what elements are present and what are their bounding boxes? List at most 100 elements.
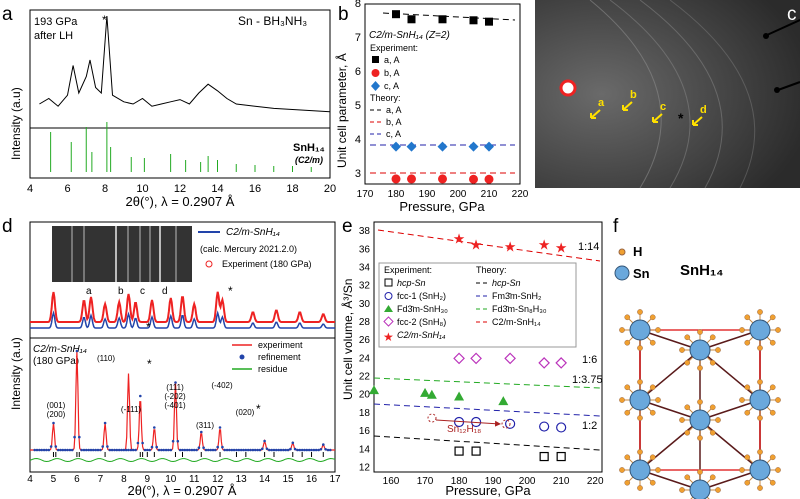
refinement-point (225, 448, 229, 452)
panel-b-legend-th-a: a, A (386, 105, 402, 115)
point-fd3m (420, 387, 431, 397)
tick-label: 220 (587, 476, 604, 487)
panel-d-lower-legend-exp: experiment (258, 340, 303, 350)
panel-d-xlabel: 2θ(°), λ = 0.2907 Å (128, 483, 237, 498)
bond (639, 399, 701, 421)
panel-d-inset-image (52, 226, 192, 282)
refinement-point (113, 448, 116, 452)
refinement-point (38, 448, 41, 452)
hkl-m402: (-402) (211, 381, 233, 390)
tick-label: 4 (355, 134, 361, 146)
h-atom (775, 327, 781, 333)
refinement-point (134, 448, 137, 452)
point-hcp-sn (539, 451, 549, 462)
bond (699, 349, 761, 401)
refinement-point (108, 448, 112, 452)
point-c (406, 141, 417, 152)
panel-e-ratios: 1:14 1:6 1:3.75 1:2 (572, 241, 603, 432)
refinement-point (319, 448, 323, 451)
point-a (392, 10, 400, 19)
h-atom (649, 409, 656, 416)
panel-d-peak-letters: a b c d (86, 286, 168, 297)
h-atom (637, 345, 643, 351)
hkl-001: (001) (47, 401, 66, 410)
sn-atom (629, 389, 651, 411)
tick-label: 190 (485, 476, 502, 487)
refinement-point (263, 439, 266, 443)
tick-label: 7 (355, 32, 361, 44)
point-snh14: ★ (538, 237, 551, 253)
refinement-point (117, 448, 121, 452)
h-atom (697, 329, 703, 335)
tick-label: 38 (359, 226, 371, 237)
panel-a-phase-sym: (C2/m) (295, 155, 323, 165)
refinement-point (258, 448, 262, 452)
tick-label: 16 (249, 183, 261, 195)
refinement-point (268, 448, 271, 452)
point-c (437, 141, 448, 152)
h-atom (769, 384, 776, 391)
hkl-020: (020) (236, 408, 255, 417)
panel-e-ratio-1-6: 1:6 (582, 354, 597, 366)
tick-label: 12 (359, 462, 371, 473)
h-atom (624, 409, 631, 416)
panel-d-xticks: 4 5 6 7 8 9 10 11 12 13 14 15 16 17 (27, 474, 341, 485)
panel-b-xlabel: Pressure, GPa (399, 199, 485, 214)
point-a (469, 16, 478, 25)
h-atom (697, 365, 703, 371)
h-atom (637, 379, 643, 385)
h-atom (619, 327, 625, 333)
panel-e: e ★ ★ ★ ★ ★ Experiment: Theory: hcp-Sn fcc-1… (340, 216, 604, 498)
panel-a-letter: a (2, 4, 13, 25)
refinement-point (218, 426, 222, 429)
h-atom (649, 314, 656, 321)
refinement-point (164, 448, 168, 452)
h-atom (744, 314, 751, 321)
panel-b-ylabel: Unit cell parameter, Å (334, 53, 349, 168)
tick-label: 16 (306, 474, 318, 485)
panel-b-legend-exp-b: b, A (384, 68, 400, 78)
h-atom (769, 409, 776, 416)
refinement-point (230, 448, 234, 452)
panel-a-xlabel: 2θ(°), λ = 0.2907 Å (126, 194, 235, 209)
tick-label: 26 (359, 335, 371, 346)
refinement-point (307, 448, 311, 452)
panel-c-beam-spot (559, 79, 577, 97)
refinement-point (47, 448, 51, 452)
panel-b-legend-th-title: Theory: (370, 93, 401, 103)
refinement-point (239, 448, 243, 452)
tick-label: 22 (359, 372, 371, 383)
h-atom (744, 479, 751, 486)
panel-e-legend-exp-3: fcc-2 (SnH₈) (397, 317, 446, 327)
panel-e-theory-snh2 (373, 403, 601, 417)
refinement-point (70, 448, 74, 452)
panel-c-diffraction-image (535, 0, 800, 188)
panel-d-upper-star-1: * (228, 284, 233, 298)
h-atom (655, 467, 661, 473)
panel-e-legend-exp-0: hcp-Sn (397, 278, 426, 288)
h-atom (744, 339, 751, 346)
panel-e-legend-th-3: C2/m-SnH₁₄ (492, 317, 541, 327)
refinement-point (162, 448, 165, 452)
refinement-point (52, 421, 55, 425)
point-b (484, 174, 494, 184)
hkl-111: (111) (166, 383, 184, 392)
panel-d-lower-refinement (33, 349, 332, 452)
refinement-point (143, 448, 147, 452)
panel-e-legend-exp-title: Experiment: (384, 265, 432, 275)
refinement-point (232, 448, 236, 452)
panel-b-legend-exp-c: c, A (384, 81, 399, 91)
refinement-point (188, 448, 191, 452)
h-atom (679, 417, 685, 423)
panel-a-phase-label: SnH₁₄ (293, 142, 325, 154)
h-atom (649, 339, 656, 346)
panel-d-lower-pressure: (180 GPa) (33, 356, 79, 367)
h-atom (649, 384, 656, 391)
panel-e-points: ★ ★ ★ ★ ★ (369, 230, 567, 462)
panel-f-h-legend: H (633, 244, 642, 259)
panel-d-upper-calc (30, 310, 335, 329)
tick-label: 10 (136, 183, 148, 195)
refinement-point (155, 445, 158, 449)
refinement-point (223, 448, 226, 452)
refinement-point (291, 441, 295, 445)
